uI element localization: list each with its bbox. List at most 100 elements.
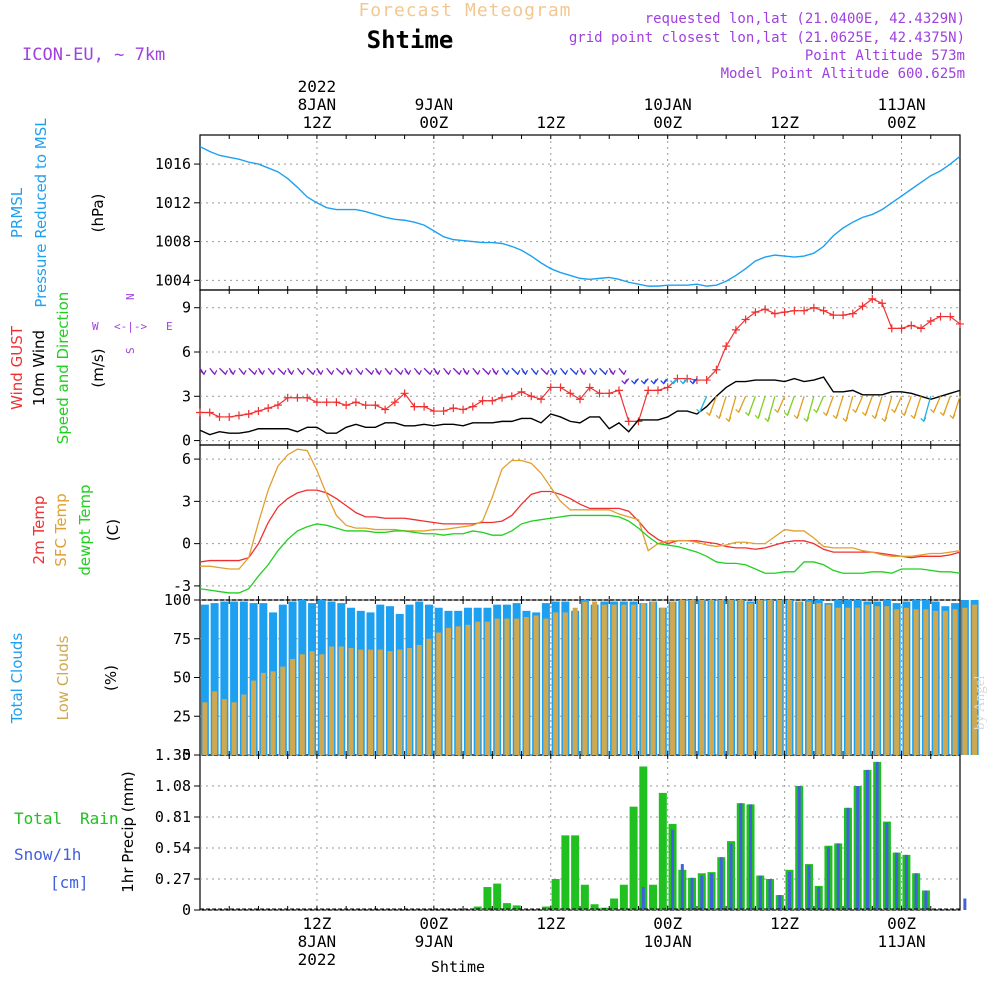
low-cloud-bar [631,604,637,755]
low-cloud-bar [329,646,335,755]
wind-arrowhead [357,369,364,376]
top-time-label: 2022 [298,77,337,96]
rain-label: Rain [80,809,119,828]
gust-marker [390,398,399,407]
low-cloud-bar [942,610,948,755]
low-cloud-bar [757,600,763,755]
low-cloud-bar [319,654,325,755]
gust-marker [809,303,818,312]
low-cloud-bar [348,648,354,755]
gust-marker [400,389,409,398]
low-cloud-bar [806,601,812,755]
gust-marker [468,402,477,411]
low-cloud-bar [952,609,958,755]
wind-arrowhead [631,379,637,385]
gust-marker [614,386,623,395]
gust-label: Wind GUST [8,325,26,410]
wind-arrowhead [813,408,820,414]
bottom-time-label: 2022 [298,950,337,969]
clouds-ytick-label: 100 [164,591,191,609]
wind-arrowhead [774,408,781,414]
wind-arrowhead [200,369,207,376]
gust-marker [498,393,507,402]
wind-arrow [884,396,893,422]
rain-bar [639,766,648,910]
compass-n: N [124,293,137,300]
rain-bar [629,806,638,910]
low-cloud-bar [601,604,607,755]
low-cloud-bar [786,600,792,755]
low-cloud-bar [884,606,890,755]
low-cloud-bar [270,671,276,755]
wind-arrowhead [375,369,382,376]
clouds-ytick-label: 75 [173,630,191,648]
snow-bar [680,864,684,910]
snow-bar [963,898,967,910]
wind-arrow [806,396,815,422]
wind-arrowhead [621,379,628,385]
gust-marker [576,395,584,404]
precip-ytick-label: 0.81 [155,808,191,826]
snow-bar [778,895,782,910]
low-cloud-bar [718,600,724,755]
low-cloud-bar [231,702,237,755]
rain-bar [580,884,589,910]
sfc-temp-label: SFC Temp [52,493,70,566]
gust-marker [205,408,214,417]
sfc-line [200,448,961,570]
dewpt-line [199,514,961,594]
wind-arrowhead [211,369,218,376]
wind-arrowhead [434,369,441,376]
total-cloud-bar [200,604,209,755]
wind-arrowhead [514,369,521,376]
gridpoint-coords: grid point closest lon,lat (21.0625E, 42… [569,30,965,46]
snow-bar [797,786,801,910]
low-cloud-bar [640,603,646,755]
total-cloud-bar [249,603,258,755]
gust-marker [780,308,789,317]
pressure-line [199,145,961,287]
precip-ytick-label: 0.54 [155,839,191,857]
low-cloud-bar [670,601,676,755]
wind-arrowhead [222,369,229,376]
rain-bar [483,887,492,910]
gust-marker [273,401,282,410]
pressure-ytick-label: 1012 [155,194,191,212]
wind-arrow [923,396,932,422]
snow-bar [924,890,928,910]
low-cloud-bar [621,604,627,755]
low-cloud-bar [426,638,432,755]
total-cloud-bar [239,601,248,755]
snow-bar [700,875,704,910]
gust-marker [488,396,497,405]
gust-marker [702,376,711,385]
precip-ytick-label: 0.27 [155,870,191,888]
compass-ew: <-|-> [114,320,147,333]
gust-marker [731,325,740,334]
gust-marker [351,398,360,407]
rain-bar [610,898,619,910]
gust-marker [624,417,633,426]
gust-marker [605,389,614,398]
gust-marker [868,294,877,303]
wind-arrowhead [299,369,305,376]
wind-arrowhead [591,369,598,376]
dewpt-label: dewpt Temp [76,484,94,575]
snow-bar [749,804,753,910]
snow-bar [758,875,762,910]
gust-marker [361,401,370,410]
snow-bar [875,761,879,910]
low-cloud-bar [738,600,744,755]
wind-arrowhead [572,369,579,376]
wind-arrowhead [426,369,433,376]
wind-arrow [845,396,854,422]
wind-arrowhead [543,369,550,376]
temp2m-label: 2m Temp [30,496,48,565]
low-cloud-bar [484,621,490,755]
gust-marker [342,401,351,410]
wind-arrowhead [251,369,258,376]
temperature-ytick-label: -3 [173,577,191,595]
prmsl-label: PRMSL [8,187,26,238]
wind-arrowhead [602,369,609,376]
low-cloud-bar [874,606,880,755]
